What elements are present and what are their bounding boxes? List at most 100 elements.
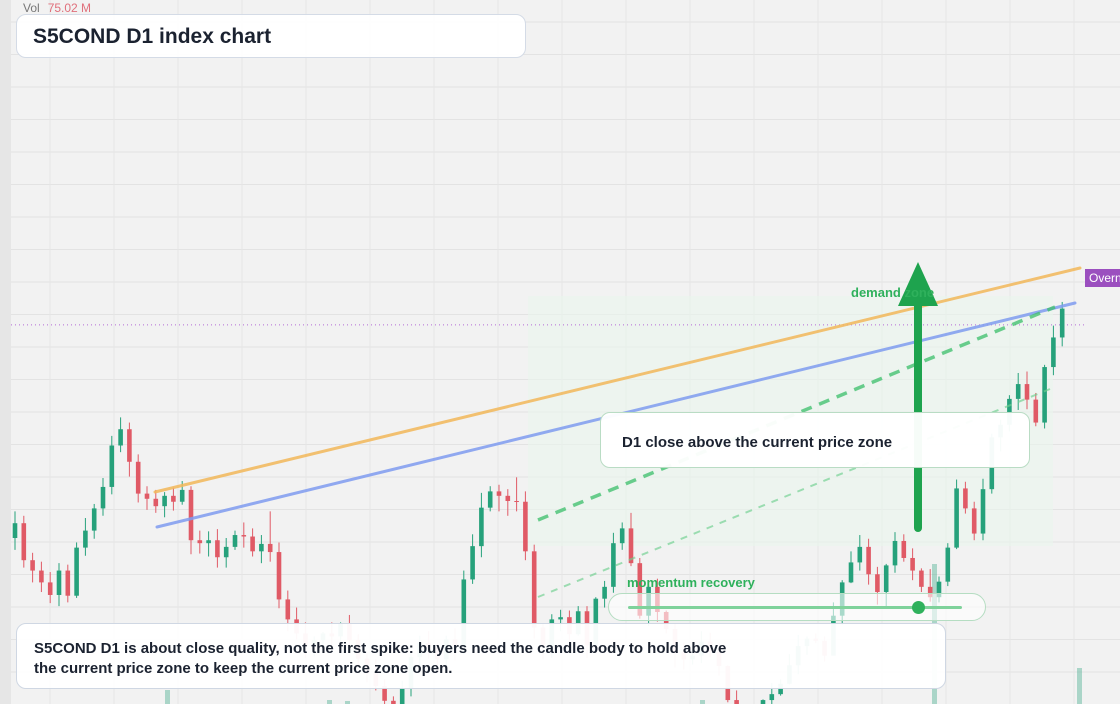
projection-channel-upper bbox=[537, 305, 1056, 522]
candle-down bbox=[391, 700, 396, 704]
candle-up bbox=[769, 694, 775, 701]
candle-down bbox=[127, 429, 132, 462]
candle-up bbox=[575, 611, 581, 635]
candle-up bbox=[487, 491, 493, 508]
candle-up bbox=[848, 562, 854, 583]
volume-value: 75.02 M bbox=[47, 1, 92, 15]
arrow-head bbox=[898, 262, 938, 306]
candle-down bbox=[21, 523, 27, 561]
volume-bar bbox=[165, 690, 170, 704]
candle-down bbox=[65, 570, 71, 596]
candle-down bbox=[188, 489, 194, 541]
candle-down bbox=[144, 493, 150, 499]
candle-up bbox=[223, 546, 229, 558]
candle-down bbox=[523, 501, 528, 552]
candle-down bbox=[531, 551, 537, 628]
candle-up bbox=[206, 540, 211, 544]
note-card: D1 close above the current price zone bbox=[600, 412, 1030, 468]
price-tag: Overnight bbox=[1085, 269, 1120, 287]
volume-readout: Vol 75.02 M bbox=[23, 1, 91, 15]
candle-up bbox=[1007, 398, 1012, 425]
chart-title: S5COND D1 index chart bbox=[33, 25, 272, 48]
candle-down bbox=[514, 501, 519, 502]
candle-up bbox=[936, 581, 942, 598]
candle-up bbox=[259, 543, 264, 552]
candle-down bbox=[901, 540, 907, 558]
candle-down bbox=[734, 700, 739, 704]
candle-down bbox=[153, 498, 159, 507]
candle-down bbox=[1024, 384, 1030, 400]
candle-up bbox=[611, 543, 616, 587]
candle-down bbox=[197, 540, 203, 544]
candle-up bbox=[760, 700, 766, 704]
candle-up bbox=[83, 530, 88, 548]
candle-up bbox=[109, 445, 115, 487]
candle-up bbox=[232, 535, 238, 547]
candle-up bbox=[883, 565, 889, 593]
candle-up bbox=[179, 489, 185, 502]
momentum-knob[interactable] bbox=[912, 601, 926, 614]
candle-up bbox=[1015, 384, 1021, 399]
title-card: S5COND D1 index chart bbox=[16, 14, 526, 58]
candle-up bbox=[12, 523, 18, 538]
volume-label: Vol bbox=[23, 1, 40, 15]
candle-down bbox=[39, 570, 44, 583]
left-edge-strip bbox=[0, 0, 11, 704]
candle-up bbox=[857, 546, 863, 563]
candle-down bbox=[637, 563, 643, 616]
volume-bar bbox=[1077, 668, 1082, 704]
candle-down bbox=[963, 488, 968, 509]
candle-up bbox=[479, 507, 484, 547]
candle-up bbox=[100, 486, 106, 509]
note-text: D1 close above the current price zone bbox=[622, 434, 893, 451]
candle-up bbox=[619, 528, 625, 544]
candle-up bbox=[461, 579, 467, 647]
candle-down bbox=[505, 495, 511, 501]
candle-up bbox=[399, 688, 405, 704]
candle-down bbox=[30, 560, 35, 571]
candle-up bbox=[954, 488, 959, 548]
candle-down bbox=[866, 546, 871, 575]
summary-text: S5COND D1 is about close quality, not th… bbox=[34, 640, 727, 677]
candle-up bbox=[593, 598, 599, 646]
candle-down bbox=[910, 557, 915, 571]
candle-up bbox=[118, 429, 123, 446]
candle-down bbox=[241, 535, 247, 537]
candle-up bbox=[1059, 308, 1065, 338]
zone-label: demand zone bbox=[851, 285, 935, 300]
volume-bar bbox=[327, 700, 332, 704]
summary-card: S5COND D1 is about close quality, not th… bbox=[16, 623, 946, 689]
candle-up bbox=[74, 547, 79, 596]
candle-up bbox=[1051, 337, 1056, 368]
volume-bar bbox=[345, 701, 350, 704]
candle-down bbox=[215, 540, 220, 558]
momentum-label: momentum recovery bbox=[627, 575, 755, 590]
candle-down bbox=[1033, 399, 1039, 423]
candle-up bbox=[56, 570, 62, 595]
candle-up bbox=[602, 586, 607, 599]
candle-down bbox=[382, 686, 387, 701]
candle-down bbox=[971, 508, 977, 534]
candle-up bbox=[892, 540, 898, 566]
candle-down bbox=[496, 491, 502, 496]
candle-down bbox=[47, 582, 53, 595]
candle-up bbox=[162, 495, 167, 507]
candle-up bbox=[91, 508, 97, 531]
candle-down bbox=[171, 495, 176, 502]
candle-down bbox=[285, 599, 291, 620]
momentum-track[interactable] bbox=[628, 606, 962, 609]
candle-up bbox=[558, 617, 563, 620]
volume-bar bbox=[700, 700, 705, 704]
candle-up bbox=[1042, 367, 1047, 423]
candle-up bbox=[470, 546, 475, 580]
candle-down bbox=[919, 570, 924, 587]
candle-down bbox=[250, 536, 255, 552]
candle-down bbox=[927, 586, 933, 598]
candle-down bbox=[276, 552, 282, 600]
candle-down bbox=[875, 574, 880, 593]
candle-up bbox=[980, 489, 986, 534]
candle-down bbox=[135, 461, 141, 494]
candle-down bbox=[267, 543, 273, 553]
candle-up bbox=[945, 547, 951, 582]
